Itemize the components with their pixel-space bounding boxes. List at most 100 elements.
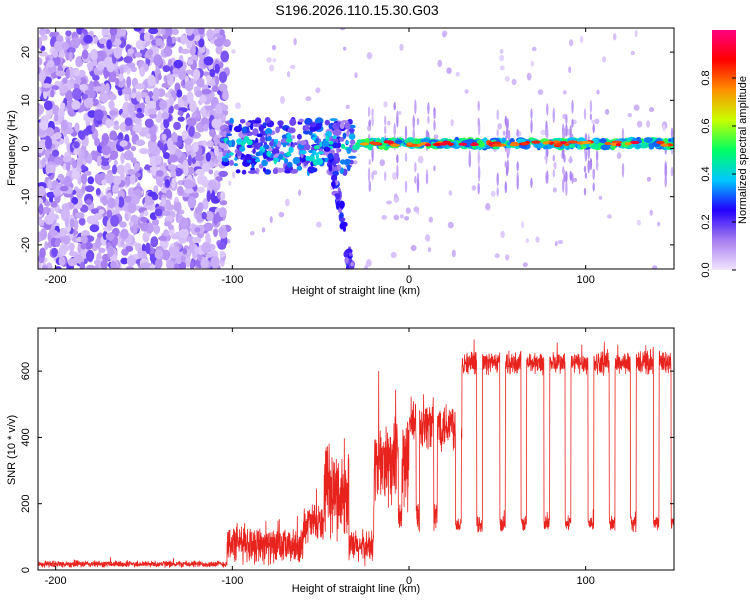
spectrogram-cell (450, 119, 454, 127)
spectrogram-cell (109, 130, 118, 141)
spectrogram-cell (548, 141, 555, 145)
spectrogram-cell (636, 219, 642, 226)
spectrogram-cell (41, 206, 52, 214)
spectrogram-cell (133, 28, 142, 32)
spectrogram-cell (565, 123, 568, 137)
spectrogram-cell (602, 56, 607, 63)
spectrogram-cell (272, 168, 278, 175)
spectrogram-cell (194, 227, 201, 233)
spectrogram-cell (228, 180, 232, 186)
spectrogram-cell (433, 107, 436, 115)
spectrogram-cell (496, 187, 499, 197)
spectrogram-cell (79, 204, 89, 213)
spectrogram-cell (57, 115, 63, 124)
spectrogram-cell (565, 180, 568, 196)
spectrogram-cell (163, 28, 173, 36)
spectrogram-cell (43, 89, 48, 100)
spectrogram-cell (348, 252, 353, 257)
spectrogram-cell (80, 164, 85, 171)
spectrogram-cell (505, 254, 510, 261)
spectrogram-cell (44, 148, 51, 159)
spectrogram-cell (68, 51, 73, 62)
spectrogram-cell (266, 136, 272, 142)
spectrogram-cell (344, 158, 351, 165)
spectrogram-cell (394, 193, 398, 199)
colorbar-tick-label: 0.0 (700, 262, 712, 277)
spectrogram-cell (91, 123, 96, 133)
spectrogram-cell (371, 171, 374, 181)
spectrogram-cell (154, 155, 162, 165)
spectrogram-cell (468, 159, 471, 167)
spectrogram-cell (530, 177, 533, 189)
spectrogram-cell (201, 106, 207, 119)
spectrogram-cell (315, 221, 322, 228)
spectrogram-cell (59, 227, 67, 237)
spectrogram-cell (161, 112, 170, 120)
x-tick-label: 100 (576, 274, 594, 286)
snr-x-ticks: -200 -100 0 100 (45, 328, 595, 587)
spectrogram-cell (649, 209, 653, 216)
spectrogram-cell (39, 120, 49, 131)
spectrogram-cell (616, 152, 622, 160)
spectrogram-cell (420, 138, 431, 144)
spectrogram-cell (354, 72, 358, 79)
spectrogram-cell (94, 109, 104, 121)
spectrogram-content (38, 28, 674, 269)
spectrogram-cell (60, 119, 69, 131)
spectrogram-cell (504, 76, 510, 82)
spectrogram-cell (399, 214, 404, 219)
spectrogram-cell (273, 141, 277, 148)
spectrogram-cell (38, 37, 43, 49)
spectrogram-cell (345, 248, 353, 254)
spectrogram-cell (44, 241, 49, 251)
spectrogram-cell (130, 172, 136, 185)
spectrogram-cell (627, 113, 632, 118)
spectrogram-cell (143, 32, 150, 42)
spectrogram-cell (504, 161, 507, 168)
colorbar-ticks: 0.0 0.2 0.4 0.6 0.8 (700, 70, 736, 278)
spectrogram-cell (521, 221, 525, 229)
spectrogram-cell (40, 228, 48, 241)
spectrogram-cell (540, 129, 547, 136)
spectrogram-cell (163, 229, 170, 237)
spectrogram-cell (332, 170, 339, 176)
spectrogram-cell (399, 43, 404, 51)
spectrogram-cell (246, 139, 253, 146)
spectrogram-cell (177, 135, 183, 143)
spectrogram-cell (278, 153, 284, 160)
spectrogram-cell (92, 74, 100, 81)
spectrogram-cell (58, 256, 66, 266)
spectrogram-cell (264, 128, 273, 135)
spectrogram-cell (164, 221, 172, 227)
spectrogram-cell (646, 120, 650, 128)
spectrogram-cell (670, 127, 674, 139)
spectrogram-cell (254, 158, 261, 163)
spectrogram-cell (433, 165, 436, 172)
snr-x-label: Height of straight line (km) (292, 583, 420, 595)
spectrogram-cell (238, 123, 242, 130)
spectrogram-cell (477, 117, 480, 127)
y-tick-label: -10 (20, 189, 32, 205)
spectrogram-cell (530, 108, 533, 120)
spectrogram-cell (386, 200, 392, 205)
spectrogram-cell (177, 116, 185, 122)
spectrogram-cell (203, 222, 214, 232)
spectrogram-cell (57, 107, 65, 119)
spectrogram-cell (410, 244, 417, 252)
spectrogram-cell (83, 97, 94, 109)
spectrogram-cell (553, 161, 557, 170)
spectrogram-cell (177, 185, 184, 197)
spectrogram-cell (592, 123, 595, 134)
spectrogram-cell (148, 90, 154, 98)
spectrogram-cell (140, 262, 151, 269)
spectrogram-cell (348, 155, 357, 159)
spectrogram-cell (567, 140, 579, 144)
spectrogram-cell (218, 207, 227, 218)
spectrogram-cell (215, 103, 223, 115)
spectrogram-cell (173, 59, 184, 69)
spectrogram-cell (416, 177, 420, 193)
spectrogram-cell (45, 127, 55, 137)
spectrogram-cell (296, 133, 302, 140)
spectrogram-cell (425, 234, 431, 242)
spectrogram-cell (105, 118, 112, 129)
